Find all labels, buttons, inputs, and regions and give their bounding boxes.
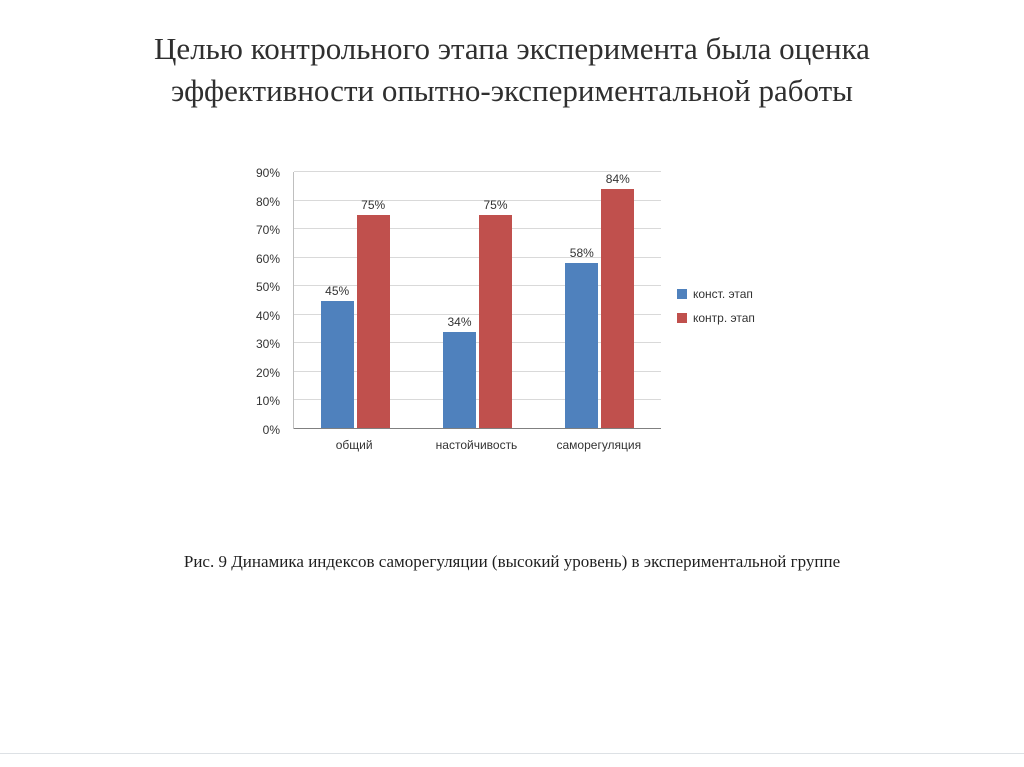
y-tick-label: 70% [255, 223, 280, 238]
x-category-label: саморегуляция [556, 438, 642, 452]
plot-area: 45% 75% 34% 75% 58% 84% [293, 171, 661, 429]
value-label: 75% [361, 197, 386, 212]
x-axis-labels: общий настойчивость саморегуляция [293, 438, 660, 452]
y-axis: 0% 10% 20% 30% 40% 50% 60% 70% 80% 90% [238, 166, 288, 437]
bar-series-2: 75% [356, 198, 390, 429]
figure-caption: Рис. 9 Динамика индексов саморегуляции (… [183, 552, 841, 571]
gridline [294, 399, 661, 401]
slide-bottom-edge [0, 753, 1024, 754]
gridline [294, 285, 661, 287]
x-category-label: общий [335, 438, 373, 452]
legend-item: контр. этап [677, 311, 755, 325]
y-tick-label: 80% [255, 194, 280, 209]
legend: конст. этап контр. этап [677, 287, 755, 325]
value-label: 34% [447, 314, 472, 329]
y-tick-label: 30% [255, 337, 280, 352]
bar-series-2: 75% [478, 198, 512, 429]
bar-series-1: 34% [442, 315, 476, 429]
bar-group: 58% 84% [565, 172, 635, 429]
x-category-label: настойчивость [435, 438, 518, 452]
value-label: 58% [569, 246, 594, 261]
y-tick-label: 50% [255, 280, 280, 295]
y-tick-label: 90% [255, 166, 280, 180]
y-tick-label: 40% [255, 308, 280, 323]
y-tick-label: 20% [255, 365, 280, 380]
x-axis-line [294, 428, 661, 429]
bar-series-2: 84% [601, 172, 635, 429]
gridline [294, 313, 661, 315]
legend-swatch [677, 289, 687, 299]
bar-group: 34% 75% [442, 172, 512, 429]
bar-groups: 45% 75% 34% 75% 58% 84% [294, 172, 661, 429]
y-tick-label: 0% [262, 423, 280, 437]
gridline [294, 256, 661, 258]
gridline [294, 228, 661, 230]
y-tick-label: 60% [255, 251, 280, 266]
gridline [294, 370, 661, 372]
bar-group: 45% 75% [320, 172, 390, 429]
value-label: 45% [325, 283, 350, 298]
gridline [294, 342, 661, 344]
value-label: 75% [483, 197, 508, 212]
legend-item: конст. этап [677, 287, 755, 301]
gridline [294, 171, 661, 172]
gridline [294, 199, 661, 201]
bar-series-1: 58% [565, 246, 599, 429]
slide-title: Целью контрольного этапа эксперимента бы… [154, 31, 870, 108]
y-tick-label: 10% [255, 394, 280, 409]
legend-label: контр. этап [693, 311, 755, 325]
value-label: 84% [605, 172, 630, 187]
legend-label: конст. этап [693, 287, 753, 301]
bar-series-1: 45% [320, 284, 354, 429]
legend-swatch [677, 313, 687, 323]
